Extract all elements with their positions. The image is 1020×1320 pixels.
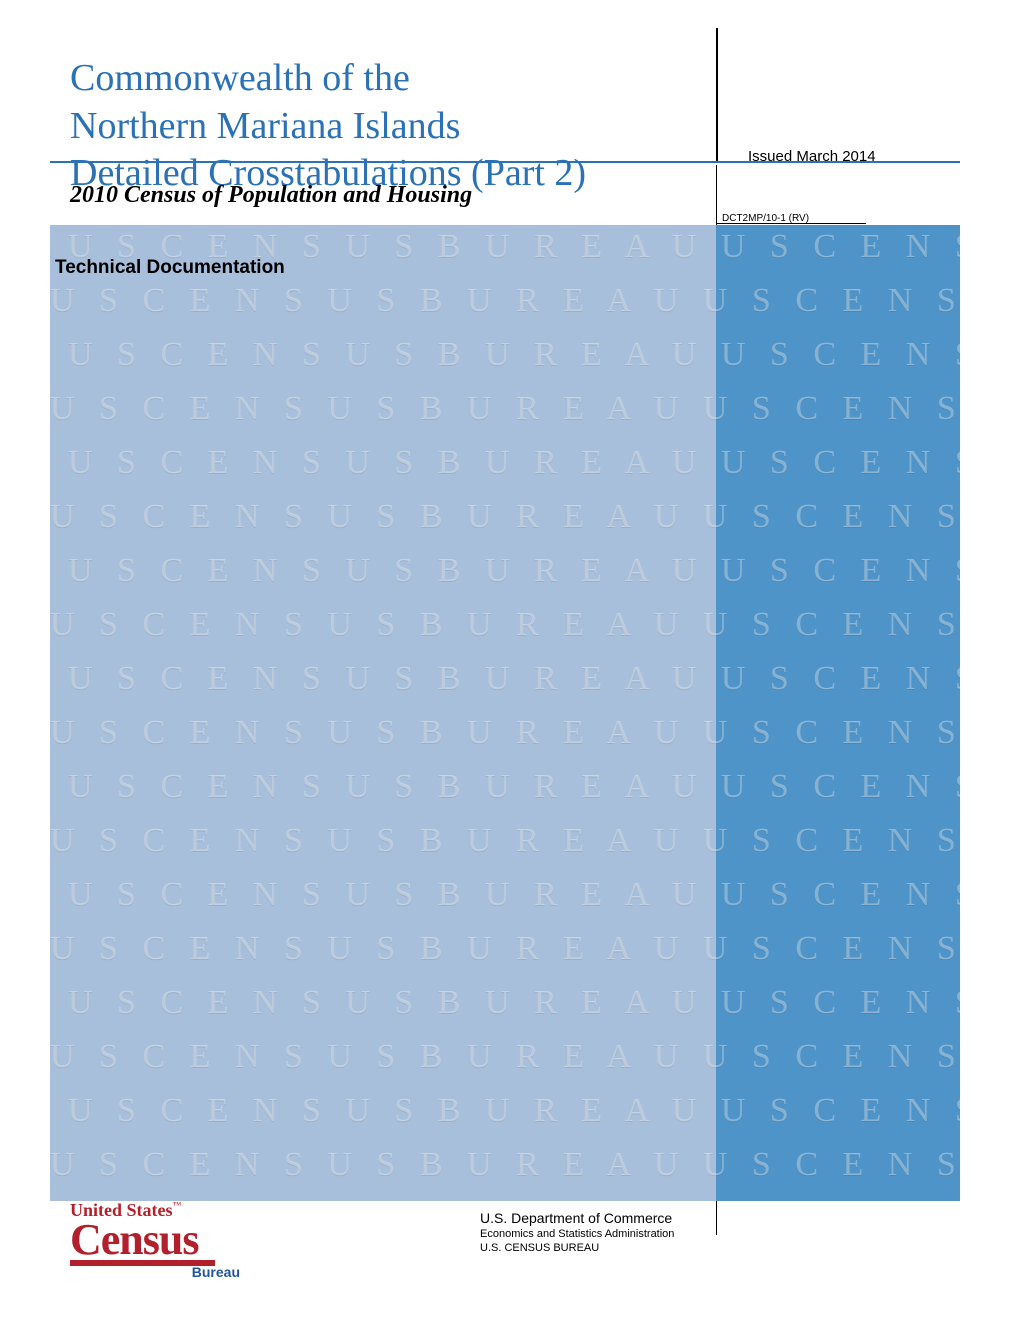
watermark-row: U S C E N S U S B U R E A U U S C E N S … (68, 552, 960, 590)
dept-line-2: Economics and Statistics Administration (480, 1228, 674, 1240)
watermark-row: U S C E N S U S B U R E A U U S C E N S … (68, 768, 960, 806)
technical-documentation-label: Technical Documentation (55, 257, 285, 279)
watermark-row: U S C E N S U S B U R E A U U S C E N S … (50, 282, 960, 320)
vertical-divider-top (716, 28, 718, 161)
watermark-row: U S C E N S U S B U R E A U U S C E N S … (50, 606, 960, 644)
code-underline (716, 223, 866, 224)
watermark-row: U S C E N S U S B U R E A U U S C E N S … (50, 822, 960, 860)
watermark-row: U S C E N S U S B U R E A U U S C E N S … (50, 1146, 960, 1184)
subtitle: 2010 Census of Population and Housing (70, 182, 472, 209)
watermark-row: U S C E N S U S B U R E A U U S C E N S … (68, 660, 960, 698)
watermark-row: U S C E N S U S B U R E A U U S C E N S … (68, 876, 960, 914)
watermark-row: U S C E N S U S B U R E A U U S C E N S … (68, 336, 960, 374)
watermark-row: U S C E N S U S B U R E A U U S C E N S … (68, 444, 960, 482)
title-underline (50, 161, 960, 163)
background-panel: U S C E N S U S B U R E A U U S C E N S … (50, 225, 960, 1201)
watermark-row: U S C E N S U S B U R E A U U S C E N S … (50, 714, 960, 752)
census-logo: United States™ Census Bureau (70, 1200, 240, 1280)
logo-census-word: Census (70, 1221, 240, 1258)
dept-line-1: U.S. Department of Commerce (480, 1210, 674, 1226)
title-block: Commonwealth of the Northern Mariana Isl… (70, 55, 710, 198)
watermark-row: U S C E N S U S B U R E A U U S C E N S … (50, 1038, 960, 1076)
title-line-1: Commonwealth of the (70, 57, 410, 99)
title-line-2: Northern Mariana Islands (70, 105, 460, 147)
watermark-row: U S C E N S U S B U R E A U U S C E N S … (50, 390, 960, 428)
watermark-row: U S C E N S U S B U R E A U U S C E N S … (68, 1092, 960, 1130)
logo-tm: ™ (173, 1200, 182, 1210)
footer: United States™ Census Bureau U.S. Depart… (50, 1200, 960, 1290)
logo-bureau-word: Bureau (70, 1264, 240, 1280)
watermark-row: U S C E N S U S B U R E A U U S C E N S … (50, 498, 960, 536)
department-block: U.S. Department of Commerce Economics an… (480, 1210, 674, 1254)
watermark-row: U S C E N S U S B U R E A U U S C E N S … (68, 984, 960, 1022)
watermark-row: U S C E N S U S B U R E A U U S C E N S … (50, 930, 960, 968)
dept-line-3: U.S. CENSUS BUREAU (480, 1242, 674, 1254)
main-title: Commonwealth of the Northern Mariana Isl… (70, 55, 710, 198)
